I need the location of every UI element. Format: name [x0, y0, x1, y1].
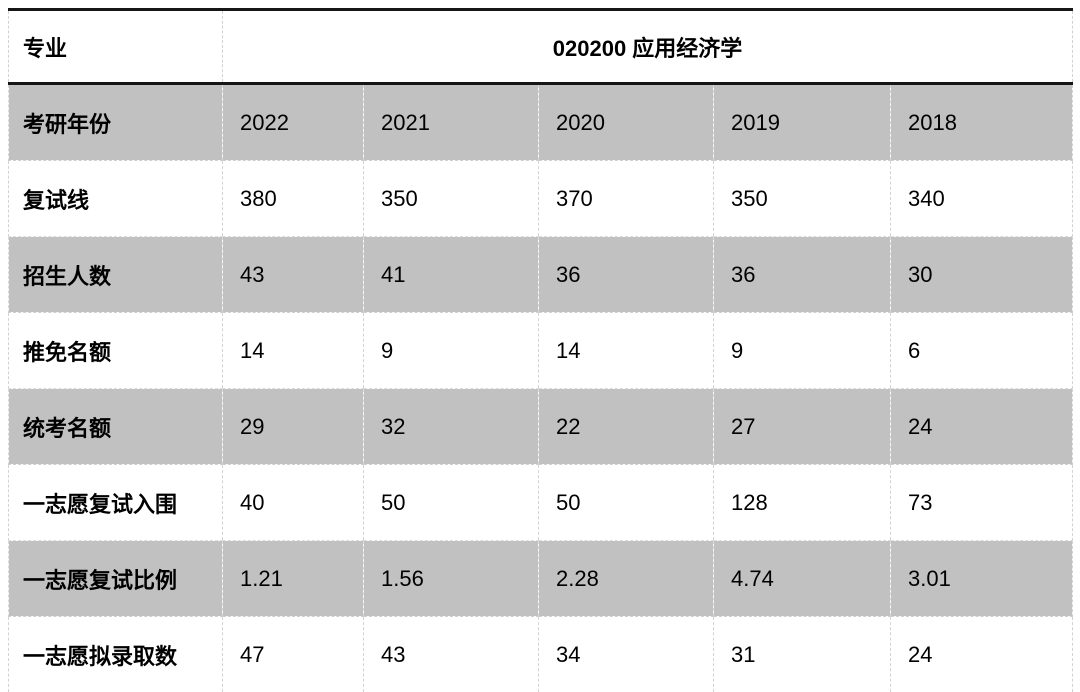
- cell-value: 1.21: [222, 540, 364, 617]
- row-label: 招生人数: [8, 236, 223, 313]
- cell-value: 1.56: [363, 540, 539, 617]
- row-label: 推免名额: [8, 312, 223, 389]
- cell-value: 24: [889, 616, 1074, 692]
- cell-value: 4.74: [713, 540, 891, 617]
- cell-value: 6: [889, 312, 1074, 389]
- cell-value: 340: [889, 160, 1074, 237]
- table-row-first-choice-ratio: 一志愿复试比例 1.21 1.56 2.28 4.74 3.01: [8, 540, 1074, 617]
- cell-value: 9: [363, 312, 539, 389]
- table-row-retest-line: 复试线 380 350 370 350 340: [8, 160, 1074, 237]
- cell-value: 36: [713, 236, 891, 313]
- year-cell: 2020: [538, 83, 714, 161]
- cell-value: 43: [363, 616, 539, 692]
- row-label: 一志愿复试比例: [8, 540, 223, 617]
- cell-value: 380: [222, 160, 364, 237]
- program-header-row: 专业 020200 应用经济学: [8, 9, 1074, 85]
- year-row: 考研年份 2022 2021 2020 2019 2018: [8, 83, 1074, 161]
- cell-value: 32: [363, 388, 539, 465]
- cell-value: 370: [538, 160, 714, 237]
- table-row-enrollment: 招生人数 43 41 36 36 30: [8, 236, 1074, 313]
- cell-value: 29: [222, 388, 364, 465]
- table-row-exempt-quota: 推免名额 14 9 14 9 6: [8, 312, 1074, 389]
- cell-value: 41: [363, 236, 539, 313]
- cell-value: 31: [713, 616, 891, 692]
- cell-value: 47: [222, 616, 364, 692]
- cell-value: 27: [713, 388, 891, 465]
- cell-value: 9: [713, 312, 891, 389]
- table-row-unified-quota: 统考名额 29 32 22 27 24: [8, 388, 1074, 465]
- cell-value: 43: [222, 236, 364, 313]
- cell-value: 50: [538, 464, 714, 541]
- row-label: 一志愿复试入围: [8, 464, 223, 541]
- admissions-stats-table: 专业 020200 应用经济学 考研年份 2022 2021 2020 2019…: [8, 8, 1074, 692]
- cell-value: 22: [538, 388, 714, 465]
- cell-value: 128: [713, 464, 891, 541]
- cell-value: 73: [889, 464, 1074, 541]
- cell-value: 2.28: [538, 540, 714, 617]
- cell-value: 30: [889, 236, 1074, 313]
- table-row-first-choice-admitted: 一志愿拟录取数 47 43 34 31 24: [8, 616, 1074, 692]
- program-title: 020200 应用经济学: [221, 9, 1074, 85]
- year-cell: 2018: [889, 83, 1074, 161]
- row-label-year: 考研年份: [8, 83, 223, 161]
- cell-value: 36: [538, 236, 714, 313]
- table-row-first-choice-shortlist: 一志愿复试入围 40 50 50 128 73: [8, 464, 1074, 541]
- cell-value: 14: [222, 312, 364, 389]
- cell-value: 50: [363, 464, 539, 541]
- cell-value: 350: [713, 160, 891, 237]
- year-cell: 2022: [222, 83, 364, 161]
- row-label: 统考名额: [8, 388, 223, 465]
- corner-label: 专业: [8, 9, 223, 85]
- cell-value: 40: [222, 464, 364, 541]
- year-cell: 2021: [363, 83, 539, 161]
- cell-value: 350: [363, 160, 539, 237]
- year-cell: 2019: [713, 83, 891, 161]
- cell-value: 14: [538, 312, 714, 389]
- cell-value: 34: [538, 616, 714, 692]
- cell-value: 24: [889, 388, 1074, 465]
- cell-value: 3.01: [889, 540, 1074, 617]
- row-label: 复试线: [8, 160, 223, 237]
- row-label: 一志愿拟录取数: [8, 616, 223, 692]
